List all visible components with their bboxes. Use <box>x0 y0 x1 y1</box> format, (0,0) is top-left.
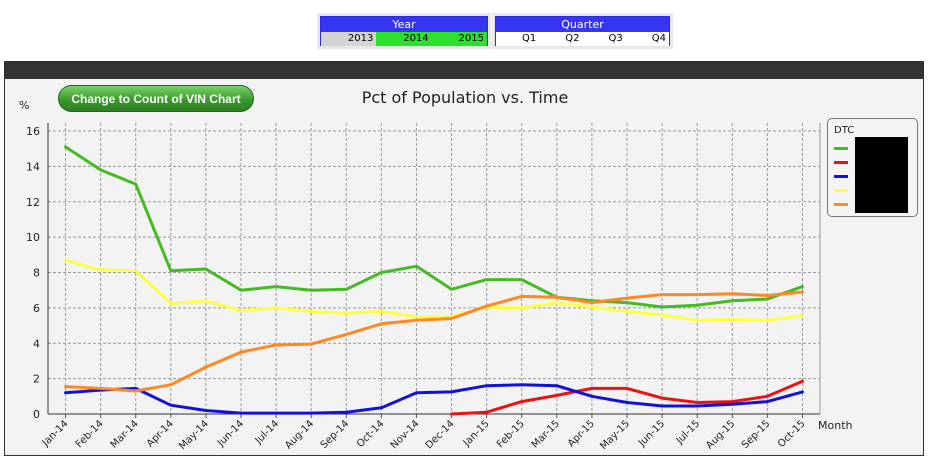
legend-swatch-3 <box>834 175 848 178</box>
x-tick-label: Jan-15 <box>461 418 492 449</box>
x-axis-title: Month <box>818 419 853 432</box>
y-axis-title: % <box>19 99 29 112</box>
x-tick-label: Dec-14 <box>424 418 457 451</box>
year-listbox: Year 2013 2014 2015 <box>317 13 491 49</box>
x-tick-label: Aug-14 <box>283 418 316 451</box>
x-tick-label: Sep-14 <box>319 418 352 451</box>
y-tick-label: 10 <box>26 231 40 244</box>
y-tick-label: 4 <box>33 337 40 350</box>
quarter-option-q2[interactable]: Q2 <box>539 32 583 46</box>
legend-title: DTC <box>834 125 855 136</box>
x-tick-label: Apr-15 <box>566 418 597 449</box>
legend-swatch-4 <box>834 189 848 192</box>
series-line-2[interactable] <box>450 379 804 416</box>
x-tick-label: Feb-15 <box>495 418 527 450</box>
y-tick-label: 12 <box>26 196 40 209</box>
year-listbox-values: 2013 2014 2015 <box>321 32 487 46</box>
year-listbox-title[interactable]: Year <box>321 17 487 32</box>
x-tick-label: May-15 <box>598 418 632 452</box>
x-tick-label: Oct-15 <box>776 418 808 450</box>
y-tick-label: 6 <box>33 302 40 315</box>
quarter-listbox-title[interactable]: Quarter <box>496 17 669 32</box>
quarter-option-q3[interactable]: Q3 <box>582 32 626 46</box>
year-listbox-frame: Year 2013 2014 2015 <box>320 16 488 46</box>
x-tick-label: Feb-14 <box>74 418 106 450</box>
y-tick-label: 2 <box>33 373 40 386</box>
chart-panel-caption-bar <box>5 62 923 79</box>
y-tick-label: 8 <box>33 267 40 280</box>
x-tick-label: Jun-14 <box>215 418 246 449</box>
quarter-listbox: Quarter Q1 Q2 Q3 Q4 <box>492 13 673 49</box>
x-tick-label: Mar-15 <box>530 418 562 450</box>
quarter-option-q4[interactable]: Q4 <box>625 32 669 46</box>
quarter-listbox-frame: Quarter Q1 Q2 Q3 Q4 <box>495 16 670 46</box>
x-tick-label: Nov-14 <box>389 418 422 451</box>
x-tick-label: Jan-14 <box>40 418 71 449</box>
x-tick-label: May-14 <box>177 418 211 452</box>
x-tick-label: Jul-15 <box>674 418 703 447</box>
change-to-count-of-vin-chart-button[interactable]: Change to Count of VIN Chart <box>58 85 254 112</box>
year-option-2013[interactable]: 2013 <box>321 32 377 46</box>
series-line-4[interactable] <box>64 258 804 322</box>
legend-swatch-2 <box>834 161 848 164</box>
x-tick-label: Aug-15 <box>704 418 737 451</box>
y-tick-label: 0 <box>33 408 40 421</box>
year-option-2015[interactable]: 2015 <box>431 32 487 46</box>
x-tick-label: Apr-14 <box>145 418 176 449</box>
series-line-1[interactable] <box>64 145 804 309</box>
x-tick-label: Mar-14 <box>109 418 141 450</box>
y-tick-label: 14 <box>26 160 40 173</box>
year-option-2014[interactable]: 2014 <box>376 32 432 46</box>
quarter-listbox-values: Q1 Q2 Q3 Q4 <box>496 32 669 46</box>
legend-redacted-labels <box>855 137 908 213</box>
legend-swatch-1 <box>834 147 848 150</box>
x-tick-label: Jul-14 <box>253 418 282 447</box>
x-tick-label: Jun-15 <box>636 418 667 449</box>
x-tick-label: Oct-14 <box>355 418 387 450</box>
series-line-3[interactable] <box>64 383 804 415</box>
series-line-5[interactable] <box>64 290 804 393</box>
plot-area <box>48 123 820 414</box>
y-tick-label: 16 <box>26 125 40 138</box>
chart-title: Pct of Population vs. Time <box>361 88 569 107</box>
legend-swatch-5 <box>834 203 848 206</box>
x-tick-label: Sep-15 <box>740 418 773 451</box>
legend[interactable]: DTC <box>827 118 918 217</box>
quarter-option-q1[interactable]: Q1 <box>496 32 540 46</box>
